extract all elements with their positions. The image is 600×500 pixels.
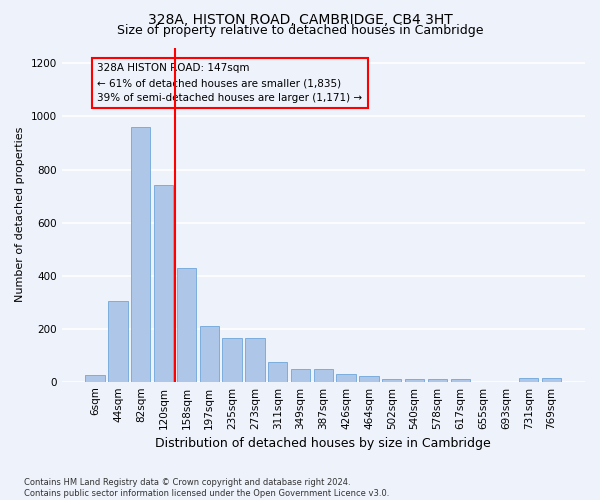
Bar: [359, 376, 379, 382]
Bar: [223, 338, 242, 382]
Bar: [519, 378, 538, 382]
Bar: [428, 379, 447, 382]
Bar: [200, 326, 219, 382]
Bar: [542, 378, 561, 382]
Bar: [268, 362, 287, 382]
Bar: [382, 379, 401, 382]
Bar: [131, 127, 151, 382]
Text: Contains HM Land Registry data © Crown copyright and database right 2024.
Contai: Contains HM Land Registry data © Crown c…: [24, 478, 389, 498]
Bar: [108, 301, 128, 382]
Text: 328A HISTON ROAD: 147sqm
← 61% of detached houses are smaller (1,835)
39% of sem: 328A HISTON ROAD: 147sqm ← 61% of detach…: [97, 64, 362, 103]
Bar: [405, 379, 424, 382]
Y-axis label: Number of detached properties: Number of detached properties: [15, 127, 25, 302]
Text: Size of property relative to detached houses in Cambridge: Size of property relative to detached ho…: [117, 24, 483, 37]
Bar: [337, 374, 356, 382]
Bar: [451, 379, 470, 382]
Bar: [245, 338, 265, 382]
Text: 328A, HISTON ROAD, CAMBRIDGE, CB4 3HT: 328A, HISTON ROAD, CAMBRIDGE, CB4 3HT: [148, 12, 452, 26]
Bar: [154, 186, 173, 382]
Bar: [85, 375, 105, 382]
X-axis label: Distribution of detached houses by size in Cambridge: Distribution of detached houses by size …: [155, 437, 491, 450]
Bar: [177, 268, 196, 382]
Bar: [314, 369, 333, 382]
Bar: [291, 369, 310, 382]
